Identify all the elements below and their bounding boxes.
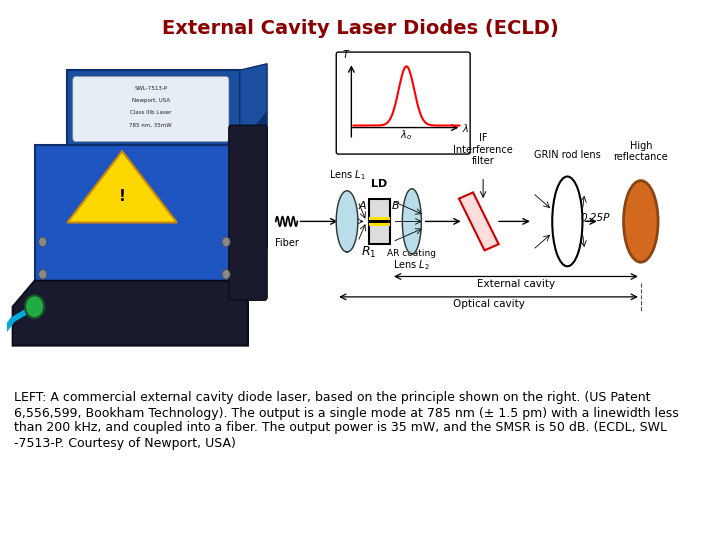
Text: $T$: $T$ bbox=[342, 48, 351, 60]
Polygon shape bbox=[240, 112, 267, 281]
Polygon shape bbox=[402, 189, 421, 254]
Text: $\lambda_o$: $\lambda_o$ bbox=[400, 128, 413, 141]
Text: AR coating: AR coating bbox=[387, 249, 436, 258]
Polygon shape bbox=[68, 151, 177, 222]
Polygon shape bbox=[459, 192, 499, 251]
Text: Class IIIb Laser: Class IIIb Laser bbox=[130, 110, 171, 115]
Polygon shape bbox=[35, 145, 240, 281]
Bar bbox=[369, 199, 390, 244]
Text: LEFT: A commercial external cavity diode laser, based on the principle shown on : LEFT: A commercial external cavity diode… bbox=[14, 392, 679, 449]
Text: 785 nm, 35mW: 785 nm, 35mW bbox=[130, 123, 172, 127]
Polygon shape bbox=[240, 64, 267, 145]
Ellipse shape bbox=[552, 177, 582, 266]
Text: 0.25P: 0.25P bbox=[580, 213, 610, 224]
Text: C: C bbox=[636, 201, 645, 211]
Circle shape bbox=[25, 295, 44, 318]
Ellipse shape bbox=[624, 180, 658, 262]
Text: B: B bbox=[392, 201, 399, 211]
Polygon shape bbox=[336, 191, 358, 252]
Polygon shape bbox=[13, 281, 248, 346]
Text: External cavity: External cavity bbox=[477, 279, 555, 289]
FancyBboxPatch shape bbox=[229, 125, 267, 300]
Polygon shape bbox=[68, 70, 240, 145]
Text: A: A bbox=[359, 201, 366, 211]
Text: SWL-7513-P: SWL-7513-P bbox=[134, 86, 168, 91]
Text: LD: LD bbox=[372, 179, 387, 188]
Circle shape bbox=[39, 269, 47, 279]
Text: $\lambda$: $\lambda$ bbox=[462, 122, 469, 133]
Bar bbox=[369, 217, 390, 226]
Text: Lens $L_1$: Lens $L_1$ bbox=[328, 168, 366, 183]
Bar bbox=[369, 220, 390, 223]
Text: GRIN rod lens: GRIN rod lens bbox=[534, 150, 600, 160]
Text: $R_1$: $R_1$ bbox=[361, 245, 377, 260]
Text: High
reflectance: High reflectance bbox=[613, 140, 668, 162]
Text: External Cavity Laser Diodes (ECLD): External Cavity Laser Diodes (ECLD) bbox=[161, 19, 559, 38]
Text: Fiber: Fiber bbox=[274, 238, 299, 248]
Circle shape bbox=[222, 269, 230, 279]
Circle shape bbox=[39, 237, 47, 247]
Text: $R_2$: $R_2$ bbox=[633, 229, 649, 244]
Text: !: ! bbox=[119, 189, 125, 204]
Circle shape bbox=[222, 237, 230, 247]
FancyBboxPatch shape bbox=[336, 52, 470, 154]
Text: Optical cavity: Optical cavity bbox=[453, 299, 524, 309]
Text: IF
Interference
filter: IF Interference filter bbox=[454, 133, 513, 166]
Text: Newport, USA: Newport, USA bbox=[132, 98, 170, 103]
Text: Lens $L_2$: Lens $L_2$ bbox=[393, 258, 431, 272]
FancyBboxPatch shape bbox=[73, 77, 229, 141]
